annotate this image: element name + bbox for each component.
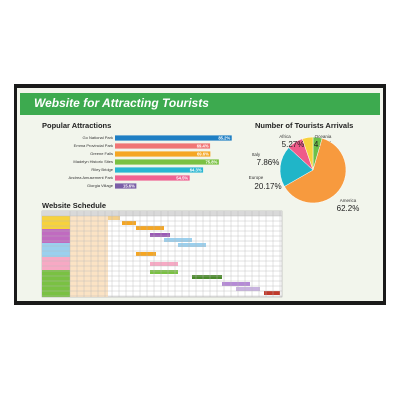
- task-bar: [150, 233, 170, 237]
- pie-slice: [284, 137, 347, 204]
- pie-chart-title: Number of Tourists Arrivals: [255, 121, 353, 130]
- bar: [115, 175, 190, 181]
- group-cell: [42, 257, 70, 270]
- pie-slice: [301, 136, 314, 171]
- bar-label: Emma Provincial Park: [74, 143, 113, 148]
- schedule-table: [41, 210, 283, 298]
- bar-label: Go National Park: [83, 135, 113, 140]
- bar-value-label: 54.5%: [176, 175, 188, 180]
- bar-value-label: 85.2%: [218, 135, 230, 140]
- bar-label: Riley Bridge: [91, 167, 113, 172]
- bar-value-label: 64.3%: [190, 167, 202, 172]
- pie-category-label: America: [340, 198, 357, 203]
- bar-chart-title: Popular Attractions: [42, 121, 111, 130]
- bar-label: Andrea Amusement Park: [69, 175, 113, 180]
- task-bar: [136, 226, 164, 230]
- task-bar: [164, 238, 192, 242]
- bar-label: Giorgia Village: [87, 183, 114, 188]
- task-bar: [108, 216, 120, 220]
- header-bar: [20, 93, 380, 115]
- task-bar: [136, 252, 156, 256]
- table-head: [42, 211, 282, 216]
- task-bar: [192, 275, 222, 279]
- pie-category-label: Europe: [249, 175, 264, 180]
- bar-label: Madelyn Historic Sites: [73, 159, 113, 164]
- pie-value-label: 62.2%: [337, 204, 360, 213]
- bar: [115, 183, 137, 189]
- task-bar: [222, 282, 250, 286]
- bar-value-label: 15.6%: [123, 183, 135, 188]
- bar-value-label: 75.8%: [205, 159, 217, 164]
- bar: [115, 167, 204, 173]
- task-bar: [150, 270, 178, 274]
- bar-value-label: 69.6%: [197, 151, 209, 156]
- task-bar: [178, 243, 206, 247]
- group-cell: [42, 243, 70, 257]
- pie-value-label: 7.86%: [257, 158, 280, 167]
- task-bar: [122, 221, 136, 225]
- pie-category-label: Oceania: [315, 134, 332, 139]
- bar-value-label: 69.4%: [197, 143, 209, 148]
- bar: [115, 143, 211, 149]
- task-bar: [236, 287, 260, 291]
- group-cell: [42, 270, 70, 297]
- bar: [115, 135, 232, 141]
- table-grid: [42, 211, 282, 297]
- pie-category-label: Africa: [279, 134, 291, 139]
- pie-value-label: 5.27%: [282, 140, 305, 149]
- bar-label: Greene Falls: [90, 151, 113, 156]
- pie-slice: [279, 147, 314, 187]
- group-cell: [42, 216, 70, 229]
- pie-category-label: Italy: [252, 152, 261, 157]
- task-column: [70, 216, 108, 297]
- bar: [115, 159, 219, 165]
- header-title: Website for Attracting Tourists: [34, 96, 209, 110]
- pie-value-label: 20.17%: [254, 182, 281, 191]
- bar: [115, 151, 211, 157]
- schedule-title: Website Schedule: [42, 201, 106, 210]
- task-bar: [264, 291, 280, 295]
- task-bar: [150, 262, 178, 266]
